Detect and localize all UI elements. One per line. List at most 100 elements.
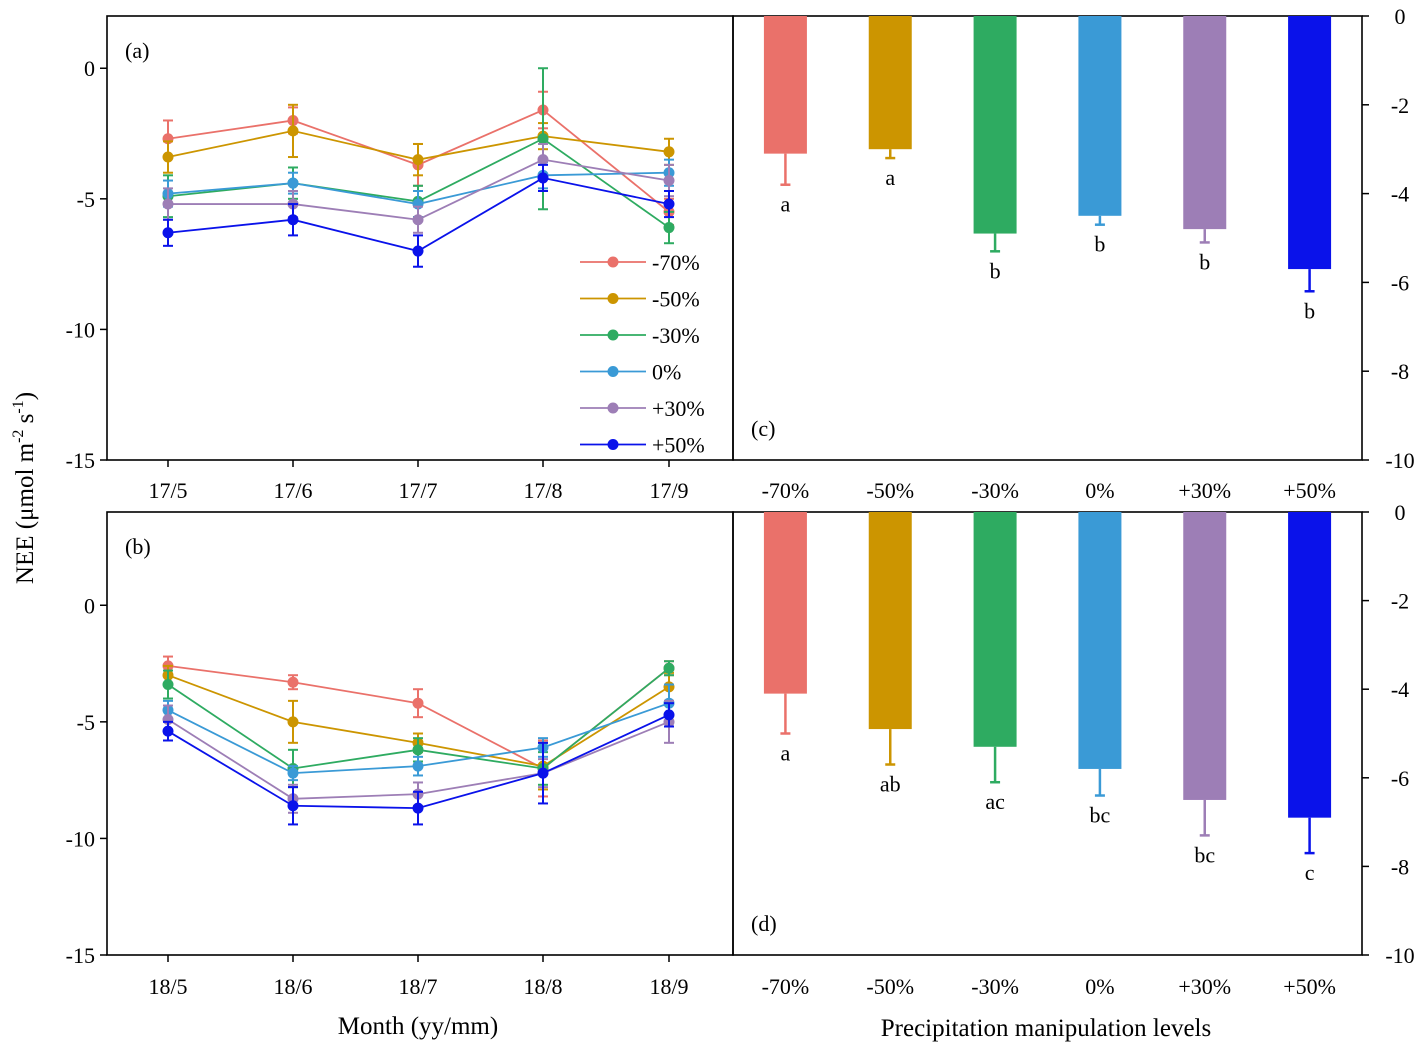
data-point — [287, 177, 299, 189]
bar — [973, 16, 1017, 234]
x-tick-label: 17/9 — [649, 478, 688, 503]
x-tick-label: 18/9 — [649, 974, 688, 999]
data-point — [412, 744, 424, 756]
bar — [868, 512, 912, 730]
legend-marker — [607, 366, 619, 377]
legend: -70% -50% -30% 0% +30% +50% — [580, 250, 705, 458]
x-tick-label: 17/6 — [273, 478, 312, 503]
data-point — [287, 800, 299, 812]
data-point — [663, 222, 675, 234]
y-tick-label: -2 — [1391, 93, 1409, 118]
significance-letter: b — [1199, 249, 1210, 274]
bar-group-plus50pct: c — [1288, 512, 1332, 885]
data-point — [412, 154, 424, 166]
bar — [1183, 16, 1227, 230]
panel-c-bar-chart: 0 -2 -4 -6 -8 -10 a -70% a -50% b -30% b 0% b +30% b +50%… — [732, 4, 1415, 503]
bar — [763, 16, 807, 154]
y-tick-label: -10 — [66, 826, 95, 851]
x-tick-label: 18/6 — [273, 974, 312, 999]
significance-letter: ac — [985, 789, 1005, 814]
x-tick-label: +30% — [1178, 478, 1231, 503]
data-point — [287, 214, 299, 226]
data-point — [412, 760, 424, 772]
y-tick-label: -4 — [1391, 182, 1409, 207]
x-tick-label: 18/7 — [398, 974, 437, 999]
x-tick-label: 0% — [1085, 974, 1114, 999]
legend-label: +50% — [652, 433, 705, 458]
bar-group-0pct: b — [1078, 16, 1122, 257]
x-tick-label: +50% — [1283, 974, 1336, 999]
data-point — [287, 676, 299, 688]
bar — [868, 16, 912, 150]
y-tick-label: -5 — [77, 710, 95, 735]
bar — [763, 512, 807, 694]
x-tick-label: 17/8 — [523, 478, 562, 503]
bar — [1078, 512, 1122, 769]
panel-label: (b) — [125, 534, 151, 559]
y-tick-label: 0 — [84, 593, 95, 618]
bar-group-plus30pct: b — [1183, 16, 1227, 274]
bar — [1288, 512, 1332, 818]
y-tick-label: 0 — [1395, 500, 1406, 525]
x-tick-label: -30% — [971, 974, 1019, 999]
panel-b-line-chart: 0 -5 -10 -15 18/5 18/6 18/7 18/8 18/9 (b) — [66, 511, 734, 999]
data-point — [162, 679, 174, 691]
data-point — [287, 125, 299, 137]
x-tick-label: -50% — [866, 478, 914, 503]
x-tick-label: -50% — [866, 974, 914, 999]
bar — [973, 512, 1017, 747]
significance-letter: bc — [1194, 842, 1215, 867]
significance-letter: a — [781, 741, 791, 766]
y-tick-label: -2 — [1391, 589, 1409, 614]
x-tick-label: 17/5 — [148, 478, 187, 503]
x-tick-label: 18/8 — [523, 974, 562, 999]
data-point — [663, 662, 675, 674]
data-point — [663, 146, 675, 158]
y-tick-label: -6 — [1391, 270, 1409, 295]
bar-group-minus30pct: b — [973, 16, 1017, 283]
data-point — [537, 133, 549, 145]
significance-letter: a — [781, 192, 791, 217]
y-tick-label: -10 — [1385, 943, 1414, 968]
plot-frame — [106, 15, 734, 461]
significance-letter: b — [1094, 232, 1105, 257]
bar — [1078, 16, 1122, 216]
plot-frame — [732, 511, 1363, 956]
panel-label: (a) — [125, 38, 149, 63]
data-point — [537, 154, 549, 166]
legend-label: -30% — [652, 323, 700, 348]
bar — [1183, 512, 1227, 800]
y-tick-label: -5 — [77, 187, 95, 212]
x-tick-label: 0% — [1085, 478, 1114, 503]
bar-group-0pct: bc — [1078, 512, 1122, 828]
data-point — [287, 716, 299, 728]
data-point — [162, 198, 174, 210]
series-plus50pct — [162, 702, 675, 826]
y-tick-label: -15 — [66, 943, 95, 968]
y-tick-label: -4 — [1391, 677, 1409, 702]
data-point — [162, 725, 174, 737]
significance-letter: bc — [1090, 803, 1111, 828]
y-tick-label: 0 — [1395, 4, 1406, 29]
panel-a-line-chart: 0 -5 -10 -15 17/5 17/6 17/7 17/8 17/9 (a) -70% -50%… — [66, 15, 734, 503]
legend-marker — [607, 329, 619, 341]
legend-marker — [607, 293, 619, 304]
y-tick-label: 0 — [84, 56, 95, 81]
legend-marker — [607, 439, 619, 450]
x-axis-label-precipitation: Precipitation manipulation levels — [881, 1015, 1211, 1042]
y-tick-label: -10 — [66, 317, 95, 342]
bar-group-minus50pct: ab — [868, 512, 912, 797]
data-point — [162, 151, 174, 163]
bar — [1288, 16, 1332, 270]
x-tick-label: -30% — [971, 478, 1019, 503]
x-tick-label: +50% — [1283, 478, 1336, 503]
legend-marker — [607, 256, 619, 268]
series-plus50pct — [162, 163, 675, 268]
y-tick-label: -15 — [66, 448, 95, 473]
x-tick-label: 18/5 — [148, 974, 187, 999]
legend-label: -50% — [652, 287, 700, 312]
significance-letter: c — [1305, 860, 1315, 885]
significance-letter: ab — [880, 772, 901, 797]
x-tick-label: -70% — [762, 974, 810, 999]
data-point — [663, 175, 675, 187]
